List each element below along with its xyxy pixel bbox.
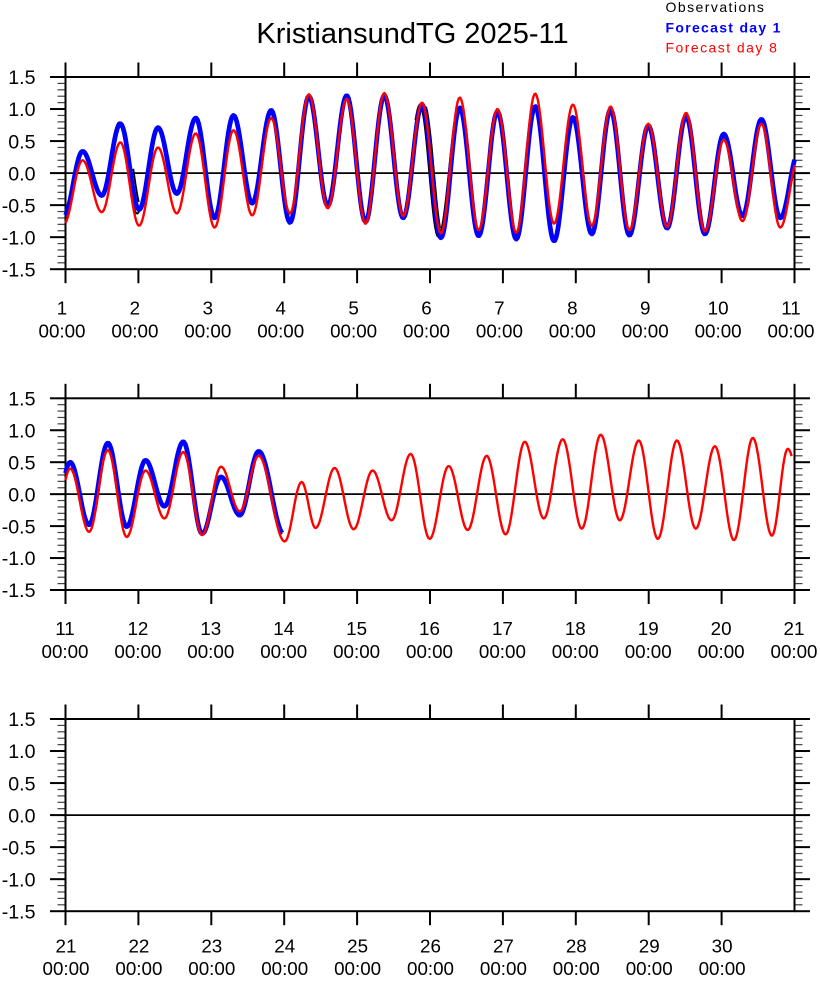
svg-text:-1.0: -1.0 [2, 227, 36, 249]
svg-text:13: 13 [200, 618, 221, 639]
svg-text:Forecast day 8: Forecast day 8 [666, 39, 779, 55]
svg-text:9: 9 [640, 298, 650, 319]
svg-text:1.0: 1.0 [8, 741, 35, 763]
svg-text:-1.0: -1.0 [2, 548, 36, 570]
svg-text:00:00: 00:00 [622, 321, 669, 342]
svg-text:0.5: 0.5 [8, 773, 35, 795]
svg-text:8: 8 [567, 298, 577, 319]
svg-text:4: 4 [275, 298, 285, 319]
svg-text:-0.5: -0.5 [2, 837, 36, 859]
svg-text:00:00: 00:00 [257, 321, 304, 342]
svg-text:-0.5: -0.5 [2, 195, 36, 217]
svg-text:30: 30 [712, 935, 733, 956]
svg-text:11: 11 [781, 298, 801, 319]
svg-text:0.5: 0.5 [8, 131, 35, 153]
svg-text:00:00: 00:00 [334, 958, 381, 979]
svg-text:00:00: 00:00 [403, 321, 450, 342]
svg-text:00:00: 00:00 [625, 641, 672, 662]
svg-text:Observations: Observations [666, 0, 766, 15]
svg-text:1: 1 [57, 298, 67, 319]
svg-text:1.0: 1.0 [8, 99, 35, 121]
svg-text:00:00: 00:00 [553, 958, 600, 979]
svg-text:00:00: 00:00 [188, 958, 235, 979]
svg-text:16: 16 [419, 618, 440, 639]
svg-text:0.0: 0.0 [8, 163, 35, 185]
svg-text:00:00: 00:00 [479, 641, 526, 662]
svg-text:0.0: 0.0 [8, 805, 35, 827]
svg-text:27: 27 [493, 935, 514, 956]
svg-text:00:00: 00:00 [260, 641, 307, 662]
svg-text:25: 25 [347, 935, 368, 956]
svg-text:6: 6 [421, 298, 431, 319]
svg-text:00:00: 00:00 [407, 958, 454, 979]
svg-text:3: 3 [203, 298, 213, 319]
svg-text:00:00: 00:00 [698, 641, 745, 662]
svg-text:00:00: 00:00 [111, 321, 158, 342]
svg-text:00:00: 00:00 [261, 958, 308, 979]
svg-text:15: 15 [346, 618, 367, 639]
svg-text:00:00: 00:00 [549, 321, 596, 342]
svg-text:00:00: 00:00 [39, 321, 86, 342]
svg-text:5: 5 [348, 298, 358, 319]
svg-text:11: 11 [55, 618, 75, 639]
svg-text:00:00: 00:00 [42, 641, 89, 662]
svg-text:2: 2 [130, 298, 140, 319]
svg-text:1.5: 1.5 [8, 709, 35, 731]
svg-text:17: 17 [492, 618, 513, 639]
svg-text:Forecast day 1: Forecast day 1 [666, 19, 782, 35]
svg-text:28: 28 [566, 935, 587, 956]
svg-text:-1.5: -1.5 [2, 901, 36, 923]
svg-text:00:00: 00:00 [626, 958, 673, 979]
svg-text:18: 18 [565, 618, 586, 639]
svg-text:14: 14 [273, 618, 294, 639]
svg-text:00:00: 00:00 [699, 958, 746, 979]
svg-text:00:00: 00:00 [480, 958, 527, 979]
svg-text:00:00: 00:00 [330, 321, 377, 342]
svg-text:0.0: 0.0 [8, 484, 35, 506]
svg-text:10: 10 [708, 298, 729, 319]
svg-text:00:00: 00:00 [768, 321, 815, 342]
svg-text:00:00: 00:00 [333, 641, 380, 662]
svg-text:1.5: 1.5 [8, 389, 35, 411]
svg-text:21: 21 [56, 935, 77, 956]
svg-text:-1.0: -1.0 [2, 869, 36, 891]
svg-text:1.0: 1.0 [8, 420, 35, 442]
svg-text:24: 24 [274, 935, 295, 956]
svg-text:1.5: 1.5 [8, 67, 35, 89]
svg-text:00:00: 00:00 [43, 958, 90, 979]
svg-text:00:00: 00:00 [552, 641, 599, 662]
svg-text:7: 7 [494, 298, 504, 319]
svg-text:00:00: 00:00 [115, 958, 162, 979]
svg-text:12: 12 [127, 618, 148, 639]
svg-text:00:00: 00:00 [187, 641, 234, 662]
svg-text:19: 19 [638, 618, 659, 639]
svg-text:21: 21 [784, 618, 805, 639]
svg-text:00:00: 00:00 [406, 641, 453, 662]
svg-text:-1.5: -1.5 [2, 580, 36, 602]
svg-text:22: 22 [128, 935, 149, 956]
svg-text:0.5: 0.5 [8, 452, 35, 474]
svg-text:-1.5: -1.5 [2, 259, 36, 281]
svg-text:-0.5: -0.5 [2, 516, 36, 538]
svg-text:20: 20 [711, 618, 732, 639]
svg-text:26: 26 [420, 935, 441, 956]
svg-text:23: 23 [201, 935, 222, 956]
svg-text:00:00: 00:00 [114, 641, 161, 662]
svg-text:00:00: 00:00 [771, 641, 818, 662]
svg-text:00:00: 00:00 [184, 321, 231, 342]
svg-text:29: 29 [639, 935, 660, 956]
svg-text:KristiansundTG 2025-11: KristiansundTG 2025-11 [256, 18, 568, 50]
svg-text:00:00: 00:00 [476, 321, 523, 342]
svg-text:00:00: 00:00 [695, 321, 742, 342]
